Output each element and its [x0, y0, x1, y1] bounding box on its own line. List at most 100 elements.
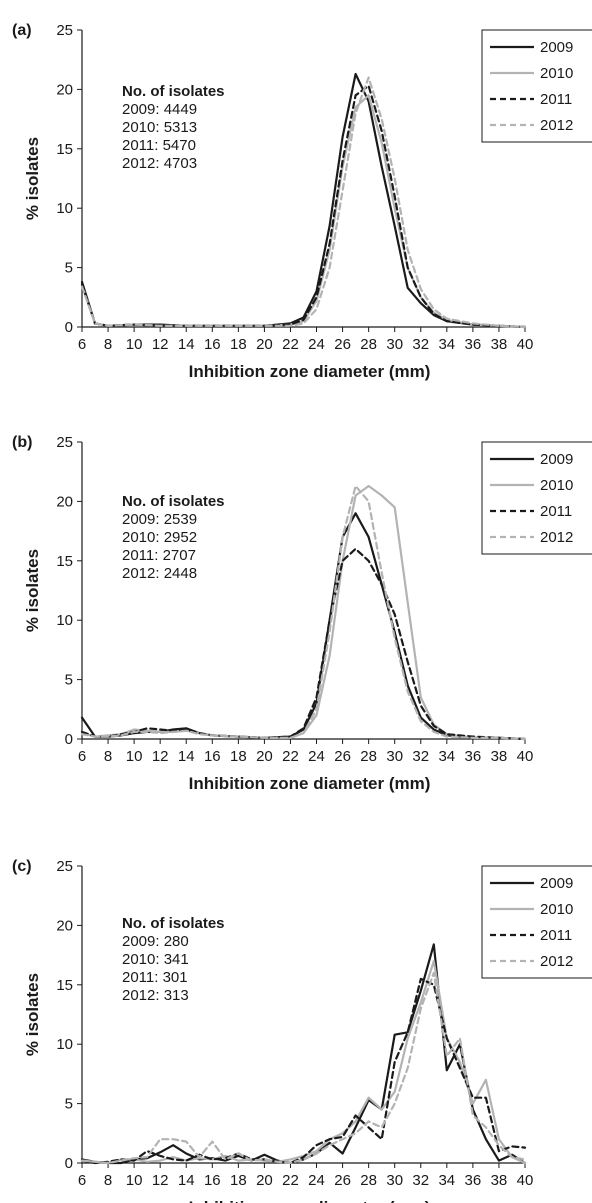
- legend-label: 2010: [540, 65, 573, 82]
- x-tick-label: 34: [438, 1172, 455, 1189]
- x-tick-label: 36: [465, 1172, 482, 1189]
- legend-box: [481, 865, 592, 979]
- series-line-2011: [80, 547, 527, 741]
- isolates-count: 2010: 341: [122, 951, 189, 968]
- x-tick-label: 36: [465, 748, 482, 765]
- x-axis-title: Inhibition zone diameter (mm): [189, 1198, 431, 1203]
- x-tick-label: 30: [386, 1172, 403, 1189]
- x-tick-label: 40: [517, 336, 534, 353]
- chart-panel-2: (b) 0 5 10 15 20 25 6 8 10 12 14 16 18 20 22 24 26 28 30 32 3…: [12, 434, 592, 793]
- isolates-count: 2010: 5313: [122, 119, 197, 136]
- x-tick-label: 22: [282, 1172, 299, 1189]
- x-tick-label: 28: [360, 748, 377, 765]
- x-tick-label: 30: [386, 748, 403, 765]
- x-tick-label: 16: [204, 748, 221, 765]
- y-tick-label: 10: [56, 612, 73, 629]
- chart-panel-1: (a) 0 5 10 15 20 25 6 8 10 12 14 16 18 20 22 24 26 28 30 32 3…: [12, 22, 592, 381]
- y-tick-label: 25: [56, 434, 73, 451]
- x-tick-label: 38: [491, 1172, 508, 1189]
- legend-label: 2011: [540, 503, 572, 520]
- y-tick-label: 20: [56, 917, 73, 934]
- x-tick-label: 20: [256, 1172, 273, 1189]
- x-tick-label: 32: [412, 748, 429, 765]
- x-tick-label: 28: [360, 336, 377, 353]
- y-tick-label: 15: [56, 977, 73, 994]
- y-tick-label: 0: [65, 1155, 73, 1172]
- x-tick-label: 28: [360, 1172, 377, 1189]
- x-tick-label: 24: [308, 336, 325, 353]
- y-tick-label: 5: [65, 672, 73, 689]
- y-tick-label: 5: [65, 1096, 73, 1113]
- panel-label: (a): [12, 22, 32, 39]
- x-tick-label: 22: [282, 336, 299, 353]
- legend-label: 2010: [540, 901, 573, 918]
- x-tick-label: 30: [386, 336, 403, 353]
- isolates-count: 2011: 2707: [122, 547, 196, 564]
- isolates-title: No. of isolates: [122, 493, 225, 510]
- isolates-count: 2011: 301: [122, 969, 188, 986]
- x-tick-label: 34: [438, 336, 455, 353]
- series-line-2009: [80, 72, 527, 329]
- legend-label: 2009: [540, 39, 573, 56]
- x-tick-label: 26: [334, 1172, 351, 1189]
- legend: 2009 2010 2011 2012: [481, 865, 592, 979]
- y-axis-title: % isolates: [23, 137, 42, 220]
- x-tick-label: 8: [104, 1172, 112, 1189]
- isolates-count: 2009: 2539: [122, 511, 197, 528]
- legend-label: 2011: [540, 927, 572, 944]
- x-tick-label: 10: [126, 748, 143, 765]
- legend-box: [481, 441, 592, 555]
- x-tick-label: 6: [78, 1172, 86, 1189]
- legend: 2009 2010 2011 2012: [481, 29, 592, 143]
- y-tick-label: 25: [56, 22, 73, 39]
- y-tick-label: 5: [65, 260, 73, 277]
- y-tick-label: 20: [56, 81, 73, 98]
- series-line-2012: [80, 76, 527, 329]
- y-tick-label: 20: [56, 493, 73, 510]
- x-tick-label: 14: [178, 748, 195, 765]
- series-line-2009: [80, 943, 527, 1165]
- series-line-2012: [80, 971, 527, 1165]
- x-tick-label: 8: [104, 748, 112, 765]
- x-tick-label: 18: [230, 336, 247, 353]
- x-tick-label: 38: [491, 336, 508, 353]
- y-axis-title: % isolates: [23, 973, 42, 1056]
- x-tick-label: 24: [308, 748, 325, 765]
- x-tick-label: 36: [465, 336, 482, 353]
- legend-box: [481, 29, 592, 143]
- x-tick-label: 32: [412, 336, 429, 353]
- panel-label: (b): [12, 434, 32, 451]
- isolates-title: No. of isolates: [122, 915, 225, 932]
- isolates-count: 2009: 4449: [122, 101, 197, 118]
- x-tick-label: 18: [230, 1172, 247, 1189]
- x-tick-label: 6: [78, 748, 86, 765]
- isolates-title: No. of isolates: [122, 83, 225, 100]
- chart-panel-3: (c) 0 5 10 15 20 25 6 8 10 12 14 16 18 20 22 24 26 28 30 32 3…: [12, 858, 592, 1203]
- x-tick-label: 14: [178, 336, 195, 353]
- x-tick-label: 32: [412, 1172, 429, 1189]
- panel-label: (c): [12, 858, 32, 875]
- x-tick-label: 24: [308, 1172, 325, 1189]
- legend-label: 2012: [540, 529, 573, 546]
- legend: 2009 2010 2011 2012: [481, 441, 592, 555]
- x-tick-label: 12: [152, 1172, 169, 1189]
- y-tick-label: 10: [56, 1036, 73, 1053]
- legend-label: 2009: [540, 875, 573, 892]
- x-axis-title: Inhibition zone diameter (mm): [189, 362, 431, 381]
- y-tick-label: 10: [56, 200, 73, 217]
- x-tick-label: 20: [256, 748, 273, 765]
- x-axis-title: Inhibition zone diameter (mm): [189, 774, 431, 793]
- series-line-2012: [80, 484, 527, 741]
- x-tick-label: 16: [204, 1172, 221, 1189]
- y-tick-label: 15: [56, 553, 73, 570]
- y-tick-label: 0: [65, 731, 73, 748]
- legend-label: 2012: [540, 117, 573, 134]
- legend-label: 2009: [540, 451, 573, 468]
- x-tick-label: 40: [517, 1172, 534, 1189]
- x-tick-label: 20: [256, 336, 273, 353]
- isolates-count: 2012: 4703: [122, 155, 197, 172]
- x-tick-label: 22: [282, 748, 299, 765]
